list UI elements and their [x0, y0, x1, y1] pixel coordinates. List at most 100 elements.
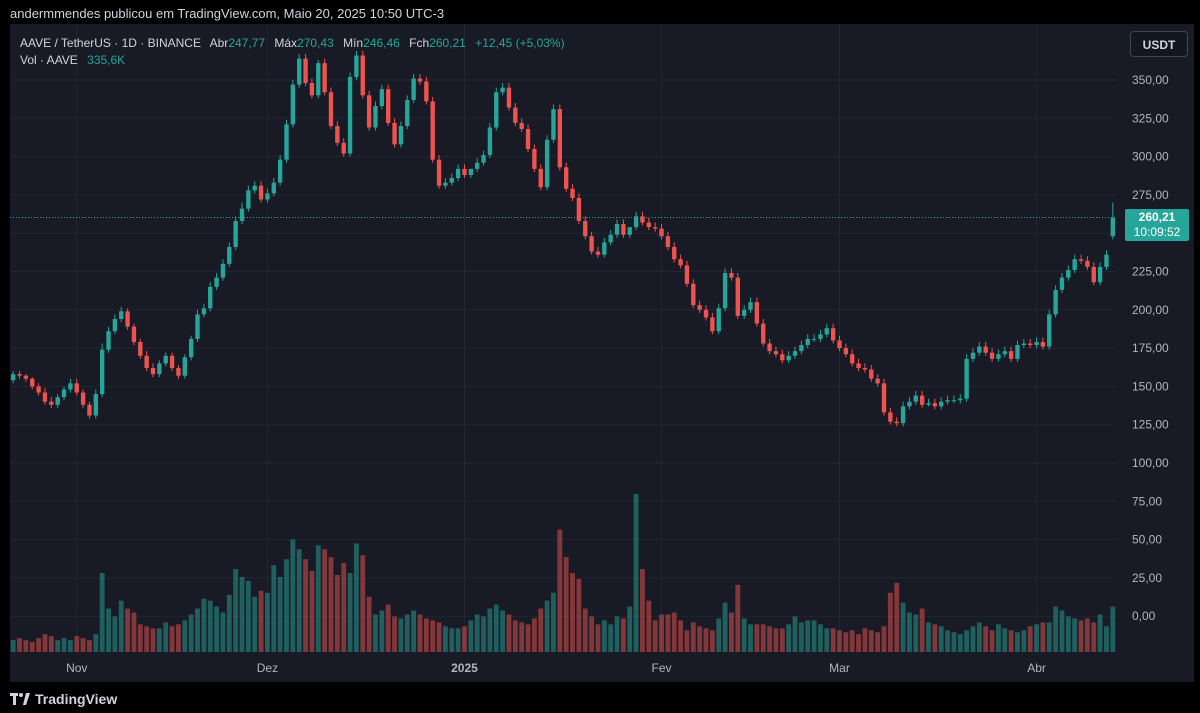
candle-body	[780, 354, 785, 361]
volume-bar	[373, 614, 378, 652]
candle-body	[894, 421, 899, 424]
volume-bar	[226, 594, 232, 652]
candle-body	[850, 354, 855, 364]
candle-body	[932, 403, 938, 407]
candle-body	[366, 95, 372, 128]
candle-body	[449, 178, 454, 183]
volume-bar	[1046, 622, 1052, 652]
candle-body	[328, 92, 334, 126]
candle-body	[1034, 341, 1039, 346]
y-axis-tick-label: 25,00	[1132, 571, 1162, 585]
y-axis-tick-label: 300,00	[1132, 150, 1169, 164]
candle-body	[799, 345, 804, 352]
candle-body	[544, 139, 550, 188]
volume-bar	[118, 600, 124, 652]
volume-bar	[652, 620, 658, 652]
candle-body	[481, 155, 486, 163]
y-axis-tick-label: 200,00	[1132, 303, 1169, 317]
candle-body	[627, 227, 632, 235]
volume-bar	[430, 620, 436, 652]
candle-body	[913, 395, 918, 402]
candle-body	[1104, 254, 1109, 267]
volume-bar	[951, 632, 957, 652]
candle-body	[17, 374, 22, 376]
symbol-title[interactable]: AAVE / TetherUS · 1D · BINANCE	[20, 36, 201, 50]
candle-body	[74, 383, 79, 393]
candle-body	[36, 386, 41, 393]
x-axis-tick-label: Nov	[66, 661, 87, 675]
volume-bar	[423, 618, 429, 652]
y-axis-tick-label: 50,00	[1132, 533, 1162, 547]
candle-body	[157, 363, 162, 375]
volume-bar	[239, 576, 245, 652]
volume-bar	[601, 620, 607, 652]
volume-bar	[1072, 618, 1078, 652]
volume-bar	[436, 622, 442, 652]
volume-bar	[995, 624, 1001, 652]
candle-body	[405, 99, 410, 126]
volume-bar	[671, 612, 677, 652]
volume-bar	[646, 600, 652, 652]
volume-bar	[786, 624, 792, 652]
candle-body	[697, 305, 702, 310]
candle-body	[379, 89, 385, 107]
volume-bar	[17, 638, 22, 652]
candle-body	[252, 185, 257, 191]
candle-body	[220, 263, 226, 278]
volume-bar	[837, 630, 842, 652]
candle-body	[532, 148, 537, 169]
candle-body	[106, 331, 111, 350]
candle-body	[188, 338, 194, 358]
candle-body	[309, 83, 315, 96]
candle-body	[271, 182, 276, 194]
candle-body	[843, 348, 849, 355]
candle-body	[354, 55, 359, 77]
volume-bar	[303, 559, 308, 652]
candle-body	[608, 234, 613, 243]
volume-value: 335,6K	[87, 53, 126, 67]
candle-body	[144, 355, 149, 369]
volume-bar	[913, 614, 919, 652]
volume-bar	[48, 636, 54, 652]
volume-bar	[576, 578, 582, 652]
volume-bar	[220, 612, 226, 652]
volume-bar	[881, 626, 887, 652]
candle-body	[748, 302, 753, 310]
volume-bar	[296, 549, 302, 652]
chart-area[interactable]: 350,00325,00300,00275,00250,00225,00200,…	[10, 24, 1194, 682]
volume-bar	[277, 576, 283, 652]
candle-body	[1072, 259, 1077, 270]
candle-body	[1110, 217, 1115, 237]
volume-bar	[252, 596, 258, 652]
currency-button[interactable]: USDT	[1130, 31, 1188, 57]
volume-bar	[500, 610, 506, 652]
volume-label[interactable]: Vol · AAVE	[20, 53, 78, 67]
candle-body	[741, 309, 747, 316]
candle-body	[818, 334, 823, 339]
volume-bar	[29, 642, 35, 652]
volume-bar	[353, 543, 359, 652]
volume-bar	[182, 620, 188, 652]
volume-bar	[1084, 618, 1090, 652]
volume-bar	[665, 614, 671, 652]
price-chart[interactable]: 350,00325,00300,00275,00250,00225,00200,…	[10, 24, 1194, 682]
y-axis-tick-label: 0,00	[1132, 609, 1156, 623]
candle-body	[1040, 341, 1046, 347]
candle-body	[513, 107, 518, 123]
x-axis-tick-label: Mar	[829, 661, 850, 675]
volume-bar	[697, 626, 703, 652]
candle-body	[862, 368, 868, 370]
tradingview-logo-icon[interactable]	[10, 692, 30, 706]
candle-body	[487, 127, 493, 156]
candle-body	[30, 378, 35, 387]
volume-bar	[906, 612, 912, 652]
candle-body	[1047, 314, 1052, 347]
x-axis-tick-label: Dez	[257, 661, 278, 675]
candle-body	[182, 357, 187, 376]
candle-body	[341, 142, 346, 154]
candle-body	[691, 283, 696, 306]
volume-bar	[55, 640, 61, 652]
footer-brand[interactable]: TradingView	[35, 691, 118, 707]
y-axis-tick-label: 350,00	[1132, 73, 1169, 87]
